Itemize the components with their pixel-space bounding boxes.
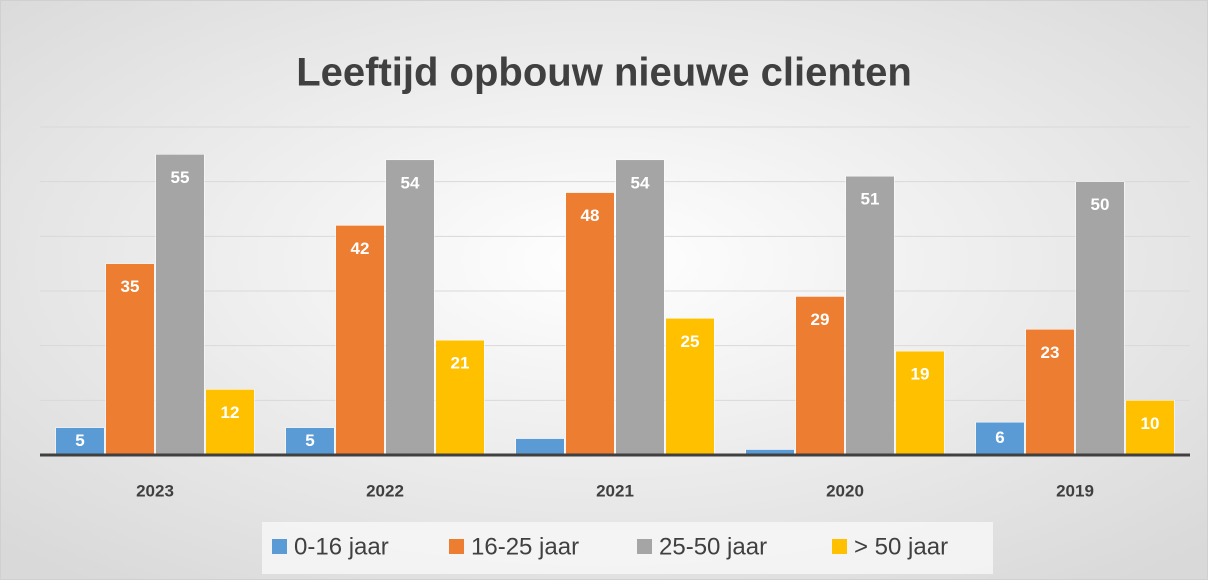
legend-label: > 50 jaar (854, 533, 948, 560)
data-label: 10 (1141, 414, 1160, 433)
legend-label: 25-50 jaar (659, 533, 767, 560)
bar (55, 427, 105, 456)
legend-swatch (449, 539, 464, 554)
data-label: 50 (1091, 195, 1110, 214)
data-label: 19 (911, 365, 930, 384)
bar (515, 438, 565, 456)
legend-swatch (637, 539, 652, 554)
bar (1025, 329, 1075, 456)
data-label: 54 (631, 173, 650, 192)
bar (285, 427, 335, 456)
data-label: 35 (121, 277, 140, 296)
bar (845, 175, 895, 456)
bar (895, 350, 945, 456)
data-label: 5 (305, 431, 314, 450)
data-label: 55 (171, 168, 190, 187)
x-tick-label: 2023 (136, 481, 174, 500)
data-label: 51 (861, 190, 880, 209)
x-tick-label: 2021 (596, 481, 634, 500)
bar (795, 296, 845, 456)
legend-label: 16-25 jaar (471, 533, 579, 560)
x-tick-label: 2022 (366, 481, 404, 500)
data-label: 6 (995, 428, 1004, 447)
x-tick-label: 2020 (826, 481, 864, 500)
data-label: 23 (1041, 343, 1060, 362)
bar (1075, 181, 1125, 456)
data-label: 21 (451, 354, 470, 373)
data-label: 54 (401, 173, 420, 192)
legend-label: 0-16 jaar (294, 533, 389, 560)
data-label: 12 (221, 403, 240, 422)
data-label: 29 (811, 310, 830, 329)
bar (155, 154, 205, 456)
bar (435, 339, 485, 456)
data-label: 48 (581, 206, 600, 225)
bar (205, 389, 255, 456)
legend-swatch (272, 539, 287, 554)
legend-box (262, 522, 993, 574)
data-label: 25 (681, 332, 700, 351)
bar (385, 159, 435, 456)
legend-swatch (832, 539, 847, 554)
bar (665, 318, 715, 456)
data-label: 42 (351, 239, 370, 258)
bar (565, 192, 615, 456)
bar (1125, 400, 1175, 456)
bar (615, 159, 665, 456)
data-label: 5 (75, 431, 84, 450)
x-tick-label: 2019 (1056, 481, 1094, 500)
bar (335, 225, 385, 456)
chart-title: Leeftijd opbouw nieuwe clienten (296, 51, 912, 95)
